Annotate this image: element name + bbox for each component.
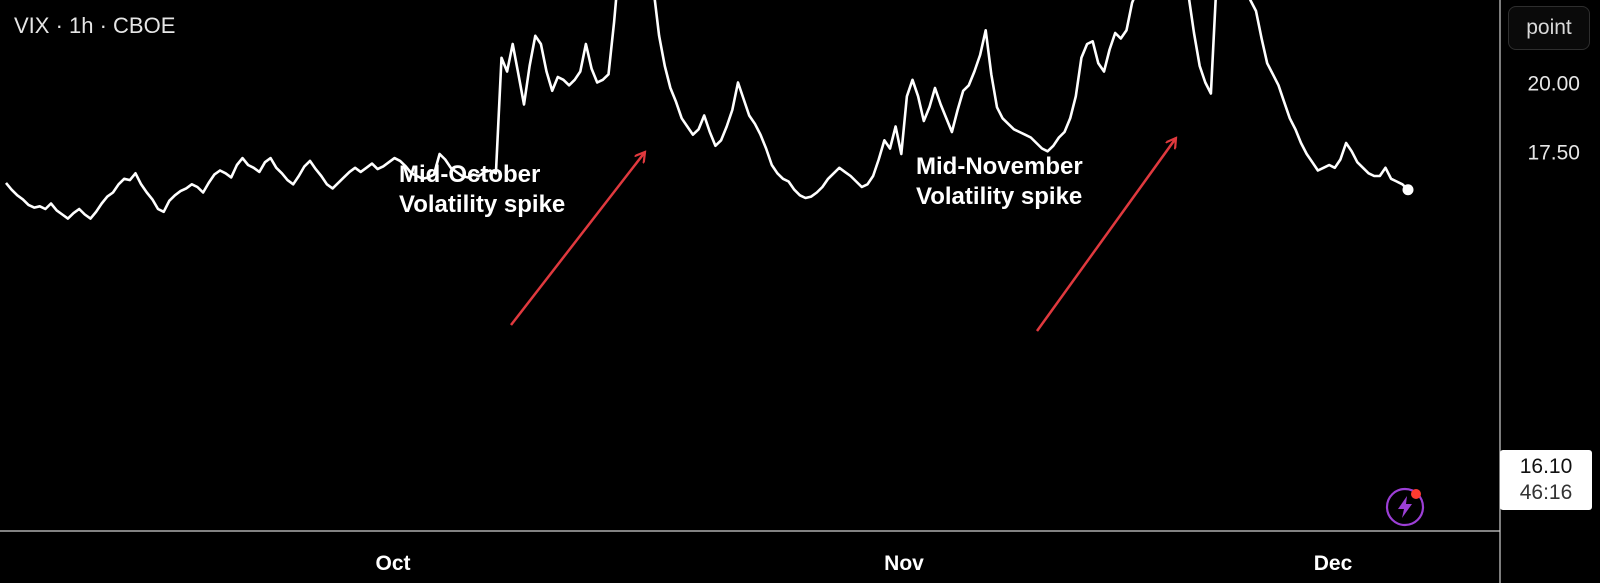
symbol-title: VIX · 1h · CBOE: [14, 13, 176, 38]
lightning-bolt-icon: [1385, 487, 1425, 527]
x-tick-label: Nov: [884, 552, 924, 575]
last-price-dot: [1402, 184, 1414, 196]
y-tick-label: 20.00: [1527, 73, 1580, 96]
last-price-tag: 16.10 46:16: [1500, 450, 1592, 510]
annotation-arrow-october: [510, 152, 645, 326]
annotation-november-line2: Volatility spike: [916, 183, 1082, 210]
x-tick-label: Oct: [375, 552, 410, 575]
x-tick-label: Dec: [1314, 552, 1353, 575]
last-price-value: 16.10: [1519, 455, 1573, 478]
vix-price-line: [4, 0, 1409, 220]
annotation-october-line1: Mid-October: [399, 161, 540, 188]
annotation-november-line1: Mid-November: [916, 153, 1083, 180]
annotation-arrow-november: [1035, 138, 1176, 332]
annotation-october-line2: Volatility spike: [399, 191, 565, 218]
y-tick-label: 17.50: [1527, 141, 1580, 164]
notification-dot: [1411, 489, 1421, 499]
x-axis-ticks: Oct Nov Dec: [375, 552, 1352, 575]
bar-countdown: 46:16: [1519, 481, 1573, 504]
scale-mode-button[interactable]: point: [1508, 6, 1590, 50]
flash-button[interactable]: [1385, 487, 1425, 527]
